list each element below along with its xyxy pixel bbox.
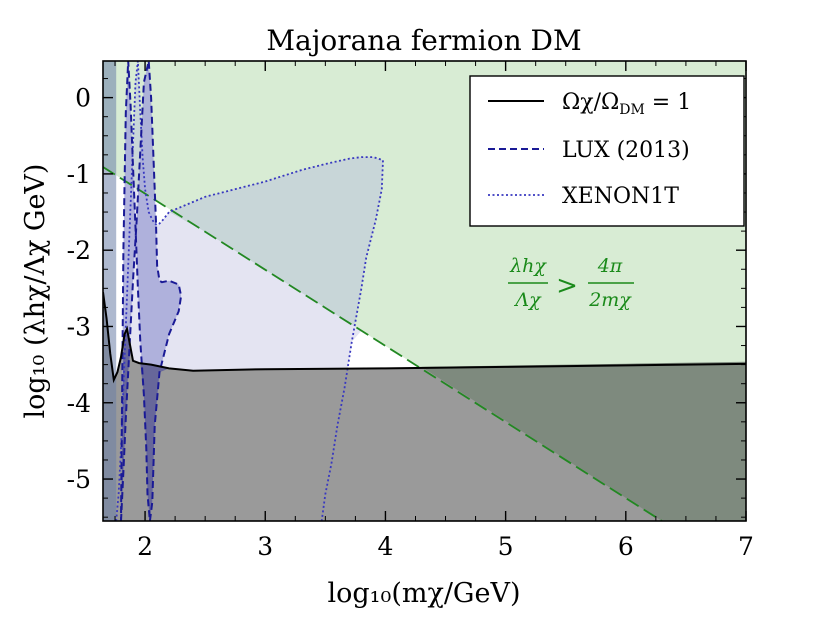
legend: Ωχ/ΩDM = 1 LUX (2013) XENON1T <box>469 75 745 227</box>
y-tick-label: -3 <box>67 312 91 341</box>
low-mass-band <box>103 61 117 521</box>
y-axis-label-text: log₁₀ (λhχ/Λχ GeV) <box>20 164 51 419</box>
legend-relic-tail: = 1 <box>645 90 691 115</box>
lux-region <box>121 61 182 521</box>
x-tick-label: 3 <box>257 532 273 561</box>
y-tick-label: -4 <box>67 389 91 418</box>
legend-box <box>469 75 745 227</box>
y-tick-label: -1 <box>67 160 91 189</box>
x-tick-label: 2 <box>137 532 153 561</box>
x-tick-label: 4 <box>377 532 393 561</box>
y-tick-label: -5 <box>67 465 91 494</box>
annot-num-left: λhχ <box>509 255 547 277</box>
legend-relic-sub: DM <box>619 102 645 118</box>
y-axis-label: log₁₀ (λhχ/Λχ GeV) <box>20 164 51 419</box>
legend-relic-main: Ωχ/Ω <box>562 90 619 115</box>
legend-label-relic: Ωχ/ΩDM = 1 <box>562 90 691 118</box>
y-tick-label: 0 <box>75 84 91 113</box>
legend-label-xenon: XENON1T <box>562 184 679 209</box>
annot-den-right: 2mχ <box>588 289 632 311</box>
annot-num-right: 4π <box>597 255 623 277</box>
plot-frame <box>102 60 747 522</box>
relic-perturbative-overlap <box>421 361 746 521</box>
series-perturbativity-line <box>103 166 663 521</box>
chart-title: Majorana fermion DM <box>266 24 581 57</box>
x-axis-label-text: log₁₀(mχ/GeV) <box>328 578 521 609</box>
series-relic-line <box>103 291 746 384</box>
series-xenon1t-line <box>115 61 384 521</box>
annot-relation: > <box>556 271 578 301</box>
perturbativity-annotation: λhχ Λχ > 4π 2mχ <box>508 255 634 311</box>
lux-relic-overlap <box>121 331 182 521</box>
x-tick-label: 6 <box>618 532 634 561</box>
x-axis-label: log₁₀(mχ/GeV) <box>328 578 521 609</box>
y-axis-ticks: 0 -1 -2 -3 -4 -5 <box>67 78 746 518</box>
y-tick-label: -2 <box>67 236 91 265</box>
legend-label-lux: LUX (2013) <box>562 138 690 163</box>
annot-den-left: Λχ <box>513 289 542 311</box>
series-lux-line <box>120 61 183 521</box>
x-axis-ticks: 2 3 4 5 6 7 <box>114 61 754 561</box>
x-tick-label: 5 <box>498 532 514 561</box>
x-tick-label: 7 <box>738 532 754 561</box>
